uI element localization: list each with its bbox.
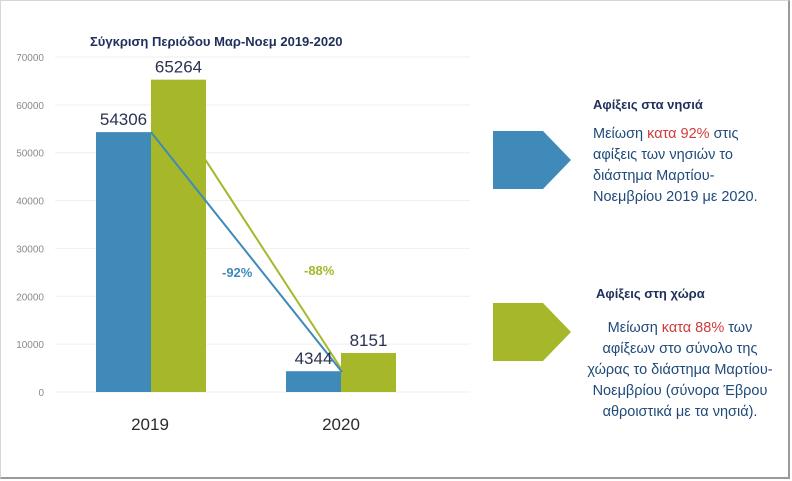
panel-country-text-pre: Μείωση (607, 320, 662, 336)
bar-s0-2019 (96, 132, 151, 392)
x-category-2020: 2020 (322, 415, 360, 434)
bar-s1-2019 (151, 79, 206, 392)
data-label-s1-2020: 8151 (350, 331, 388, 350)
panel-country-text-post: των αφίξεων στο σύνολο της χώρας το διάσ… (587, 320, 773, 420)
bar-s1-2020 (341, 352, 396, 392)
arrow-right-icon-blue (493, 131, 571, 189)
panel-islands-highlight: κατα 92% (647, 126, 710, 142)
chart-title: Σύγκριση Περιόδου Μαρ-Νοεμ 2019-2020 (90, 34, 343, 49)
y-tick-70000: 70000 (16, 53, 44, 64)
panel-islands-text-pre: Μείωση (593, 126, 648, 142)
change-label-islands: -92% (222, 265, 253, 280)
change-label-country: -88% (304, 263, 335, 278)
y-tick-10000: 10000 (16, 340, 44, 351)
data-label-s0-2019: 54306 (100, 110, 147, 129)
y-tick-30000: 30000 (16, 244, 44, 255)
bar-chart: Σύγκριση Περιόδου Μαρ-Νοεμ 2019-2020 0 10… (16, 34, 470, 434)
change-line-islands (150, 131, 343, 373)
x-category-2019: 2019 (131, 415, 169, 434)
panel-country-title: Αφίξεις στη χώρα (596, 286, 705, 301)
bar-s0-2020 (286, 371, 341, 392)
y-tick-40000: 40000 (16, 197, 44, 208)
panel-islands-text-post: στις αφίξεις των νησιών το διάστημα Μαρτ… (593, 126, 758, 205)
data-label-s0-2020: 4344 (295, 349, 333, 368)
y-tick-50000: 50000 (16, 149, 44, 160)
panel-islands-title: Αφίξεις στα νησιά (593, 97, 703, 112)
bars (96, 79, 396, 392)
data-label-s1-2019: 65264 (155, 58, 202, 77)
panel-country-text: Μείωση κατα 88% των αφίξεων στο σύνολο τ… (585, 318, 775, 423)
y-tick-0: 0 (38, 388, 44, 399)
change-line-country (203, 157, 343, 371)
y-tick-20000: 20000 (16, 292, 44, 303)
data-labels: 54306 65264 4344 8151 (100, 58, 388, 369)
arrow-right-icon-green (493, 303, 571, 361)
change-lines (150, 131, 343, 373)
y-tick-60000: 60000 (16, 101, 44, 112)
y-axis-ticks: 0 10000 20000 30000 40000 50000 60000 70000 (16, 53, 44, 399)
panel-islands-text: Μείωση κατα 92% στις αφίξεις των νησιών … (593, 124, 768, 208)
panel-country-highlight: κατα 88% (661, 320, 725, 336)
x-axis-categories: 2019 2020 (131, 415, 360, 434)
